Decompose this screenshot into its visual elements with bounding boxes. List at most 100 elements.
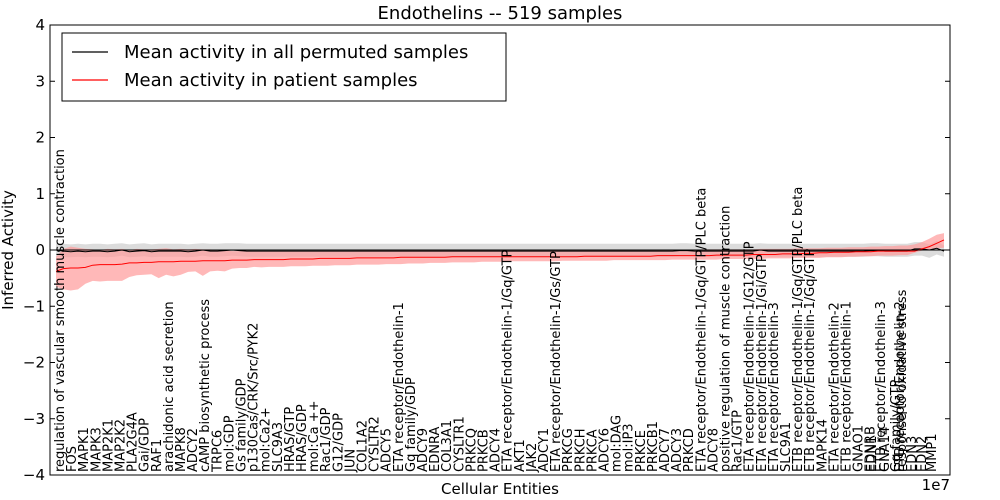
line-series-2 [55, 239, 945, 272]
entity-label: JUN [343, 449, 358, 473]
entity-label: arachidonic acid secretion [162, 301, 177, 472]
entity-label: ETB receptor/Endothelin-2 [893, 301, 908, 472]
entity-label: ETA receptor/Endothelin-1/Gq/GTP/PLC bet… [694, 188, 709, 472]
entity-label: ADCY7 [658, 428, 673, 472]
entity-label: ADCY2 [186, 428, 201, 472]
y-tick-label: −4 [23, 466, 45, 484]
entity-label: CYSLTR1 [452, 416, 467, 472]
entity-label: regulation of vascular smooth muscle con… [53, 149, 68, 472]
legend: Mean activity in all permuted samples Mea… [61, 32, 507, 102]
y-tick-label: −3 [23, 410, 45, 428]
entity-label: ETA receptor/Endothelin-1 [392, 302, 407, 472]
entity-label: positive regulation of muscle contractio… [719, 206, 734, 472]
entity-label: EDNRB [864, 426, 879, 472]
entity-label: G12/GDP [331, 413, 346, 472]
entity-label: MAP2K2 [114, 419, 129, 472]
entity-label: Gai/GDP [138, 418, 153, 472]
entity-label: mol:GDP [222, 415, 237, 472]
y-axis-label: Inferred Activity [0, 190, 17, 310]
legend-box [61, 32, 507, 102]
y-tick-label: 4 [35, 16, 45, 34]
entity-label: PRKCA [585, 429, 600, 472]
entity-label: ETA receptor/Endothelin-1/G12/GTP [743, 241, 758, 472]
chart-title: Endothelins -- 519 samples [378, 3, 623, 24]
mean-lines [50, 239, 950, 272]
entity-label: COL1A2 [356, 420, 371, 472]
entity-label: ADCY1 [537, 428, 552, 472]
entity-label: ADCY5 [380, 428, 395, 472]
y-tick-label: 2 [35, 129, 45, 147]
entity-label: PRKCB [477, 429, 492, 472]
entity-label: HRAS/GDP [295, 404, 310, 472]
entity-label: Rac1/GTP [731, 410, 746, 472]
entity-label: p130Cas/CRK/Src/PYK2 [247, 323, 262, 472]
entity-label: JAK2 [525, 443, 540, 473]
entity-label: MMP1 [925, 433, 940, 472]
entity-label: PRKCD [682, 428, 697, 472]
entity-label: ETB receptor/Endothelin-3 [874, 301, 889, 472]
entity-label: GNA14 [878, 427, 893, 472]
entity-label: MAPK3 [89, 427, 104, 472]
entity-label: ETB receptor/Endothelin-1/Gq/GTP/PLC bet… [791, 187, 806, 472]
entity-label: ADCY8 [706, 428, 721, 472]
entity-annotations: regulation of vascular smooth muscle con… [53, 149, 940, 473]
entity-label: MAPK14 [815, 419, 830, 472]
entity-label: GNAO1 [852, 425, 867, 472]
entity-label: CYSLTR2 [368, 416, 383, 472]
entity-label: mol:Ca ++ [307, 400, 322, 472]
legend-entry: Mean activity in all permuted samples [124, 42, 468, 63]
entity-label: response to oxidative stress [895, 289, 910, 472]
entity-label: TRPC6 [210, 430, 225, 473]
entity-label: ETA receptor/Endothelin-1/Gi/GTP [755, 254, 770, 472]
x-axis-label: Cellular Entities [441, 480, 559, 498]
entity-label: Gs family/GDP [235, 378, 250, 472]
entity-label: EDN3 [905, 436, 920, 472]
entity-label: AKT1 [513, 439, 528, 472]
entity-label: ADCY3 [670, 428, 685, 472]
entity-label: PRKCE [634, 430, 649, 472]
entity-label: Rac1/GDP [319, 407, 334, 472]
entity-label: SLC9A1 [779, 422, 794, 472]
band-series-2 [56, 233, 944, 291]
entity-label: ETA receptor/Endothelin-3 [767, 302, 782, 472]
x-axis-offset-text: 1e7 [922, 476, 950, 494]
entity-label: RAF1 [150, 439, 165, 472]
entity-label: cAMP biosynthetic process [198, 299, 213, 472]
entity-label: EDNRA [428, 427, 443, 472]
entity-label: mol:DAG [610, 415, 625, 472]
y-tick-label: 1 [35, 185, 45, 203]
entity-label: ADCY9 [416, 428, 431, 472]
entity-label: Gq family/GTP [889, 379, 904, 472]
entity-label: PLA2G4A [126, 412, 141, 472]
axes: −4 −3 −2 −1 0 1 2 3 4 [23, 16, 951, 484]
entity-label: ETB receptor/Endothelin-1 [840, 301, 855, 472]
entity-label: PRKCQ [464, 428, 479, 472]
entity-label: COL3A1 [440, 420, 455, 472]
entity-label: ETA receptor/Endothelin-1/Gs/GTP [549, 251, 564, 472]
entity-label: Gq family/GDP [404, 377, 419, 472]
entity-label: MAPK1 [77, 427, 92, 472]
entity-label: ETA receptor/Endothelin-2 [827, 302, 842, 472]
entity-label: EDN2 [915, 436, 930, 472]
entity-label: ADCY4 [489, 428, 504, 472]
entity-label: MAPK8 [174, 427, 189, 472]
entity-label: PRKCB1 [646, 421, 661, 472]
entity-label: ADCY6 [598, 428, 613, 472]
confidence-bands [56, 233, 944, 291]
entity-label: MAP2K1 [101, 419, 116, 472]
entity-label: ETB receptor/Endothelin-1/Gq/GTP [803, 249, 818, 472]
entity-label: FOS [65, 446, 80, 472]
legend-entry: Mean activity in patient samples [124, 70, 418, 91]
entity-label: mol:Ca2+ [259, 407, 274, 472]
y-tick-label: −2 [23, 354, 45, 372]
entity-label: PRKCH [573, 428, 588, 472]
y-tick-label: 3 [35, 72, 45, 90]
entity-label: mol:IP3 [622, 423, 637, 472]
entity-label: PRKCG [561, 428, 576, 472]
entity-label: ETA receptor/Endothelin-1/Gq/GTP [501, 250, 516, 472]
y-tick-label: −1 [23, 297, 45, 315]
y-tick-label: 0 [35, 241, 45, 259]
entity-label: EDN1 [865, 436, 880, 472]
entity-label: SLC9A3 [271, 422, 286, 472]
